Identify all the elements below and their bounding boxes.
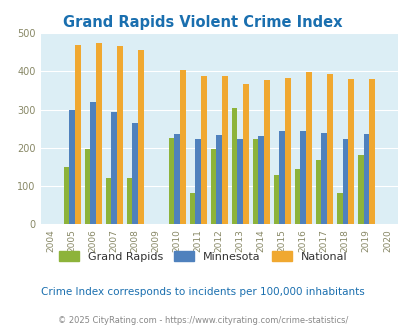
Bar <box>264 80 269 224</box>
Bar <box>237 139 243 224</box>
Text: Crime Index corresponds to incidents per 100,000 inhabitants: Crime Index corresponds to incidents per… <box>41 287 364 297</box>
Bar <box>75 45 81 224</box>
Bar <box>210 149 216 224</box>
Bar <box>284 78 290 224</box>
Bar <box>315 160 321 224</box>
Text: © 2025 CityRating.com - https://www.cityrating.com/crime-statistics/: © 2025 CityRating.com - https://www.city… <box>58 315 347 325</box>
Bar <box>231 109 237 224</box>
Bar <box>362 134 368 224</box>
Bar <box>216 135 222 224</box>
Bar <box>342 139 347 224</box>
Bar <box>138 50 143 224</box>
Bar <box>105 178 111 224</box>
Bar <box>243 83 248 224</box>
Bar <box>200 76 206 224</box>
Bar <box>347 79 353 224</box>
Bar <box>168 138 174 224</box>
Bar <box>279 131 284 224</box>
Bar <box>195 139 200 224</box>
Bar <box>84 149 90 224</box>
Bar <box>126 179 132 224</box>
Bar <box>252 139 258 224</box>
Bar <box>222 76 227 224</box>
Bar <box>132 123 138 224</box>
Bar <box>69 110 75 224</box>
Text: Grand Rapids Violent Crime Index: Grand Rapids Violent Crime Index <box>63 15 342 30</box>
Bar <box>321 133 326 224</box>
Bar <box>300 131 305 224</box>
Bar <box>294 169 300 224</box>
Bar <box>174 134 179 224</box>
Bar <box>96 43 101 224</box>
Bar <box>64 167 69 224</box>
Bar <box>189 193 195 224</box>
Bar <box>273 175 279 224</box>
Bar <box>90 102 96 224</box>
Bar <box>326 74 332 224</box>
Bar <box>368 79 374 224</box>
Legend: Grand Rapids, Minnesota, National: Grand Rapids, Minnesota, National <box>54 247 351 266</box>
Bar <box>179 70 185 224</box>
Bar <box>357 155 362 224</box>
Bar <box>258 136 264 224</box>
Bar <box>111 112 117 224</box>
Bar <box>305 72 311 224</box>
Bar <box>336 193 342 224</box>
Bar <box>117 46 122 224</box>
